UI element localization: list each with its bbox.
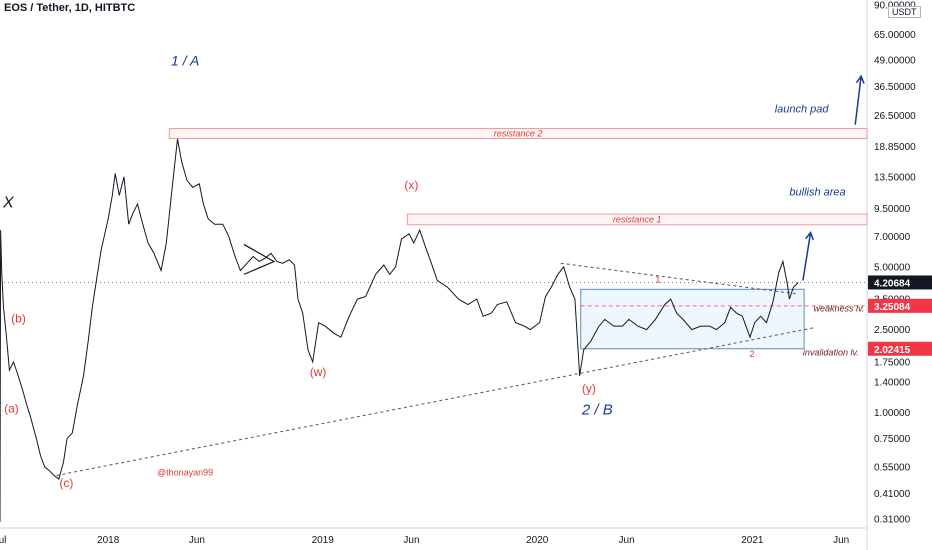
annotation: 1 [655, 275, 660, 285]
price-axis [867, 0, 932, 550]
y-tick-label: 7.00000 [874, 232, 911, 243]
y-tick-label: 90.00000 [874, 0, 916, 11]
annotation: (b) [11, 312, 26, 326]
x-tick-label: 2019 [312, 535, 335, 546]
annotation: (w) [310, 365, 327, 379]
trendline [560, 262, 799, 295]
y-tick-label: 1.75000 [874, 357, 911, 368]
y-tick-label: 13.50000 [874, 172, 916, 183]
price-level-label-bg [868, 341, 932, 356]
annotation: 2 [749, 349, 754, 359]
y-tick-label: 65.00000 [874, 30, 916, 41]
price-level-label-bg [868, 298, 932, 313]
y-tick-label: 1.00000 [874, 408, 911, 419]
arrow-shaft [854, 76, 862, 125]
y-tick-label: 18.85000 [874, 142, 916, 153]
range-box [580, 288, 805, 350]
arrow-shaft [802, 232, 812, 281]
x-tick-label: 2020 [526, 535, 549, 546]
y-tick-label: 26.50000 [874, 111, 916, 122]
price-line [0, 138, 799, 522]
arrow-head [805, 230, 814, 241]
currency-badge[interactable]: USDT [888, 6, 921, 18]
annotation: X [2, 195, 15, 212]
annotation: launch pad [775, 103, 830, 115]
arrow-head [855, 74, 865, 84]
resistance-zone [168, 128, 868, 140]
y-tick-label: 49.00000 [874, 55, 916, 66]
annotation: (a) [4, 402, 19, 416]
price-level-label: 3.25084 [874, 302, 911, 313]
annotation: @thonayan99 [157, 467, 213, 477]
y-tick-label: 0.41000 [874, 489, 911, 500]
x-tick-label: 2021 [741, 535, 764, 546]
x-tick-label: Jun [403, 535, 419, 546]
annotation: (x) [404, 178, 418, 192]
annotation: (c) [59, 476, 73, 490]
y-tick-label: 9.50000 [874, 204, 911, 215]
annotation: 1 / A [171, 53, 199, 69]
y-tick-label: 36.50000 [874, 82, 916, 93]
last-price-label-bg [868, 275, 932, 290]
x-tick-label: Jun [619, 535, 635, 546]
annotation: 2 / B [581, 401, 613, 418]
annotation: weakness lv. [814, 304, 865, 314]
y-tick-label: 0.75000 [874, 434, 911, 445]
annotation: invalidation lv. [803, 347, 859, 357]
y-tick-label: 0.31000 [874, 514, 911, 525]
triangle-pattern [243, 243, 276, 275]
y-tick-label: 0.55000 [874, 462, 911, 473]
annotation: bullish area [789, 186, 845, 198]
x-tick-label: Jul [0, 535, 6, 546]
y-tick-label: 1.40000 [874, 378, 911, 389]
chart-title: EOS / Tether, 1D, HITBTC [4, 2, 136, 14]
zone-label: resistance 2 [494, 129, 543, 139]
price-level-label: 2.02415 [874, 345, 911, 356]
x-tick-label: 2018 [97, 535, 120, 546]
resistance-zone [406, 213, 868, 226]
y-tick-label: 5.00000 [874, 262, 911, 273]
trendline [56, 327, 814, 476]
last-price-label: 4.20684 [874, 278, 911, 289]
y-tick-label: 2.50000 [874, 325, 911, 336]
x-tick-label: Jun [833, 535, 849, 546]
annotation: (y) [582, 381, 596, 395]
zone-label: resistance 1 [613, 214, 662, 224]
x-tick-label: Jun [189, 535, 205, 546]
